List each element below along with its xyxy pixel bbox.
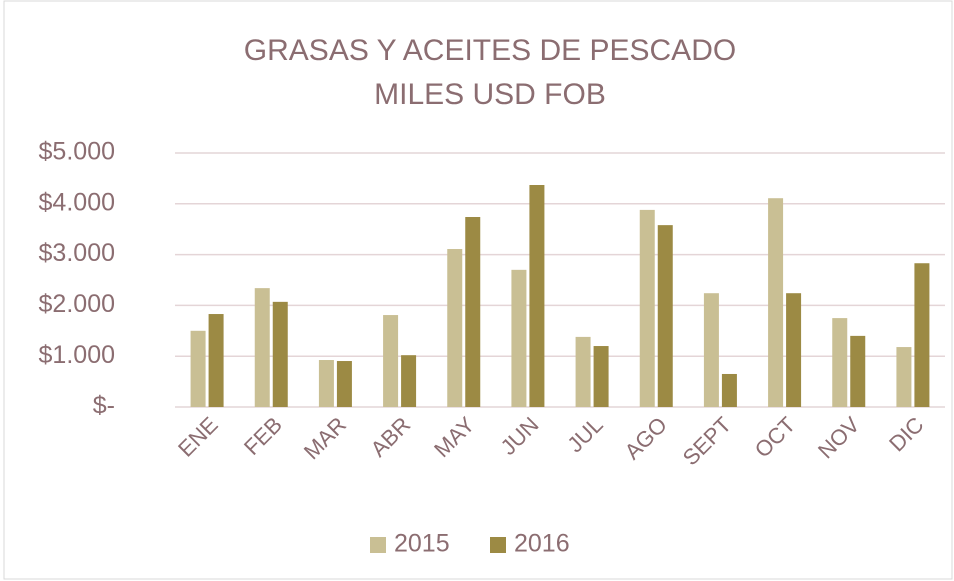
legend-label: 2016 [514,530,570,558]
y-tick-label: $3.000 [39,239,115,267]
bar [786,293,802,407]
x-tick-label: JUL [562,412,607,457]
bar [593,346,609,407]
bar [832,318,848,407]
x-tick-label: MAR [299,412,351,464]
bar [657,225,673,407]
bar [721,373,737,407]
bar [575,336,591,407]
bar [401,355,417,407]
x-tick-label: AGO [620,412,672,464]
bar [208,314,224,407]
x-tick-label: NOV [813,412,865,464]
x-tick-label: DIC [884,412,929,457]
x-tick-label: ENE [173,412,223,462]
bar [850,335,866,407]
y-tick-label: $- [93,392,115,420]
x-tick-label: FEB [239,412,287,460]
bar [447,249,463,407]
chart-title: GRASAS Y ACEITES DE PESCADO [244,34,736,67]
bar [511,269,527,407]
chart-border [3,0,953,580]
bar [254,288,270,407]
bar [336,361,352,407]
y-tick-label: $4.000 [39,188,115,216]
bar [914,263,930,407]
x-tick-label: OCT [750,412,801,463]
x-tick-label: MAY [429,412,479,462]
y-tick-label: $5.000 [39,138,115,166]
bar [703,293,719,407]
x-tick-label: ABR [366,412,416,462]
bar [318,360,334,407]
bar [272,301,288,407]
bar [639,209,655,407]
legend-swatch [370,537,386,553]
chart-subtitle: MILES USD FOB [374,78,606,111]
bar [190,330,206,407]
legend-label: 2015 [394,530,450,558]
x-tick-label: SEPT [678,412,736,470]
bar [768,198,784,407]
bar [383,315,399,407]
bar [896,347,912,407]
legend-swatch [490,537,506,553]
y-tick-label: $2.000 [39,290,115,318]
y-tick-label: $1.000 [39,341,115,369]
bar [529,185,545,407]
x-tick-label: JUN [496,412,544,460]
bar [465,217,481,407]
